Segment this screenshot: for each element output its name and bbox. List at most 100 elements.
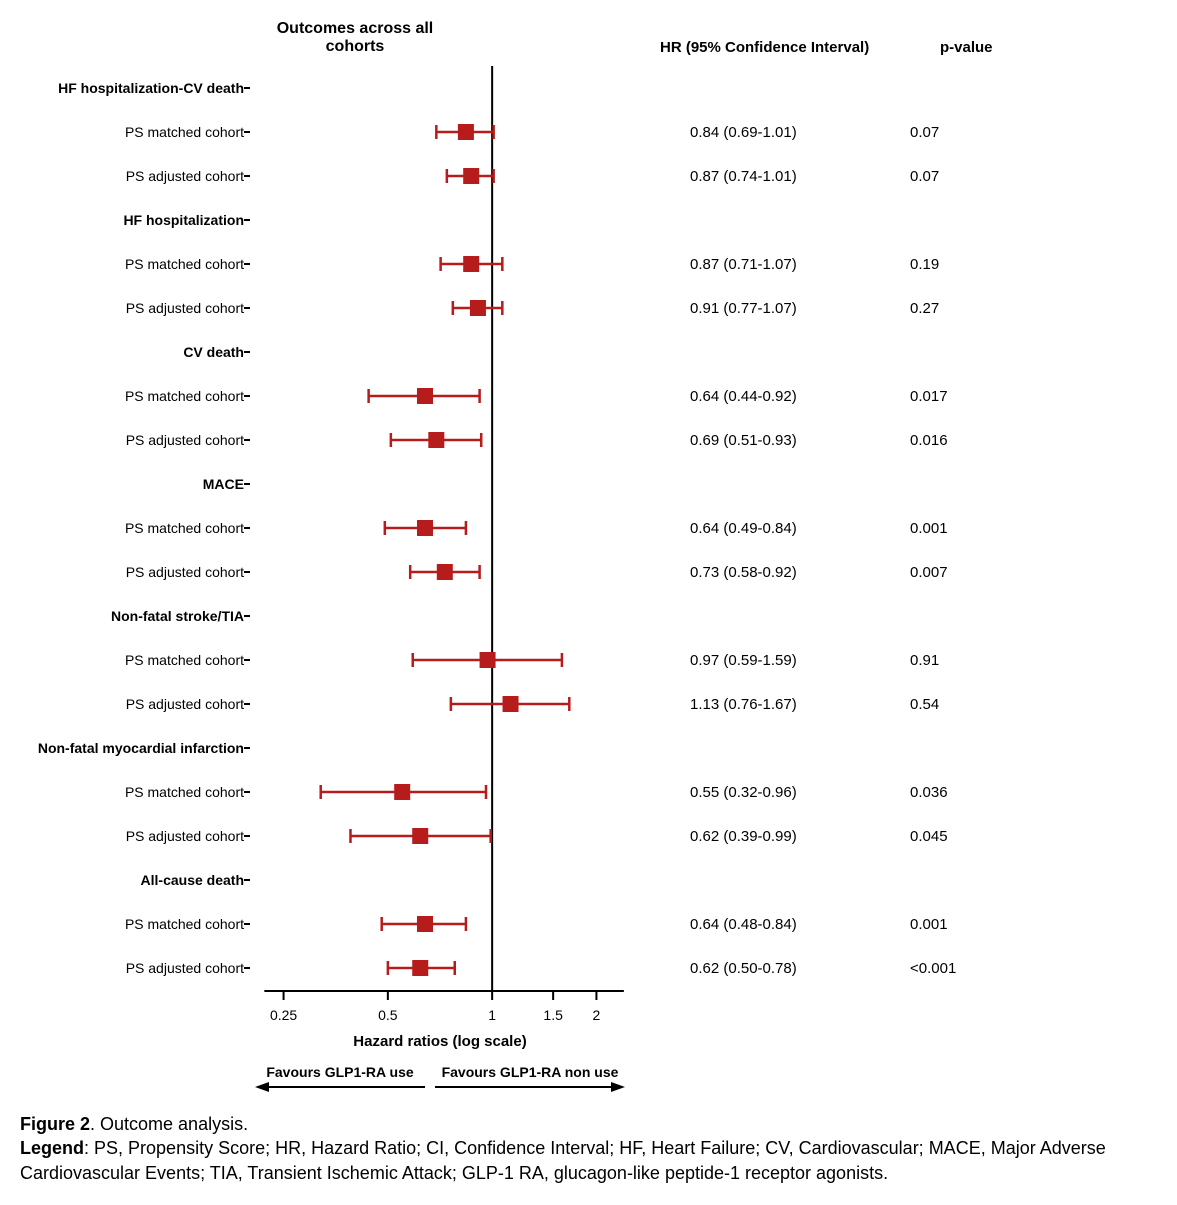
forest-marker <box>250 418 630 462</box>
p-value: 0.045 <box>910 828 1010 845</box>
x-axis-title: Hazard ratios (log scale) <box>250 1033 630 1050</box>
favours-legend: Favours GLP1-RA use Favours GLP1-RA non … <box>250 1064 630 1094</box>
forest-marker <box>250 506 630 550</box>
forest-cell <box>250 242 630 286</box>
arrow-left-icon <box>255 1080 425 1094</box>
p-value: 0.016 <box>910 432 1010 449</box>
p-value: 0.001 <box>910 916 1010 933</box>
hr-ci-value: 0.62 (0.39-0.99) <box>630 828 910 845</box>
forest-cell <box>250 506 630 550</box>
forest-marker <box>250 286 630 330</box>
row-label: PS adjusted cohort <box>20 564 250 580</box>
row-label: PS matched cohort <box>20 256 250 272</box>
hr-ci-value: 0.87 (0.71-1.07) <box>630 256 910 273</box>
hr-ci-value: 0.64 (0.49-0.84) <box>630 520 910 537</box>
legend-label: Legend <box>20 1138 84 1158</box>
forest-marker <box>250 682 630 726</box>
hr-ci-value: 0.62 (0.50-0.78) <box>630 960 910 977</box>
p-value: 0.001 <box>910 520 1010 537</box>
hr-ci-value: 0.69 (0.51-0.93) <box>630 432 910 449</box>
outcome-group-row: All-cause death <box>20 858 1157 902</box>
x-tick-label: 2 <box>593 1007 601 1023</box>
forest-cell <box>250 946 630 990</box>
x-tick-label: 0.25 <box>270 1007 297 1023</box>
forest-marker <box>250 242 630 286</box>
forest-cell <box>250 550 630 594</box>
outcome-group-row: MACE <box>20 462 1157 506</box>
forest-data-row: PS adjusted cohort0.62 (0.39-0.99)0.045 <box>20 814 1157 858</box>
forest-marker <box>250 374 630 418</box>
chart-title: Outcomes across all cohorts <box>20 20 460 56</box>
forest-cell <box>250 770 630 814</box>
p-value: 0.036 <box>910 784 1010 801</box>
forest-cell <box>250 594 630 638</box>
hr-ci-value: 0.64 (0.48-0.84) <box>630 916 910 933</box>
hr-ci-value: 1.13 (0.76-1.67) <box>630 696 910 713</box>
hr-ci-value: 0.84 (0.69-1.01) <box>630 124 910 141</box>
p-value: 0.54 <box>910 696 1010 713</box>
x-tick-label: 1.5 <box>543 1007 562 1023</box>
x-tick-label: 0.5 <box>378 1007 397 1023</box>
row-label: Non-fatal stroke/TIA <box>20 608 250 624</box>
row-label: PS adjusted cohort <box>20 960 250 976</box>
x-tick-label: 1 <box>488 1007 496 1023</box>
forest-cell <box>250 330 630 374</box>
forest-marker <box>250 770 630 814</box>
row-label: PS matched cohort <box>20 652 250 668</box>
row-label: PS matched cohort <box>20 916 250 932</box>
forest-cell <box>250 638 630 682</box>
row-label: PS matched cohort <box>20 784 250 800</box>
row-label: PS matched cohort <box>20 520 250 536</box>
forest-cell <box>250 462 630 506</box>
p-value: 0.19 <box>910 256 1010 273</box>
forest-data-row: PS adjusted cohort0.87 (0.74-1.01)0.07 <box>20 154 1157 198</box>
forest-data-row: PS matched cohort0.97 (0.59-1.59)0.91 <box>20 638 1157 682</box>
forest-plot-figure: Outcomes across all cohorts HR (95% Conf… <box>20 20 1157 1185</box>
hr-ci-value: 0.64 (0.44-0.92) <box>630 388 910 405</box>
forest-data-row: PS adjusted cohort0.73 (0.58-0.92)0.007 <box>20 550 1157 594</box>
legend-text: : PS, Propensity Score; HR, Hazard Ratio… <box>20 1138 1106 1182</box>
row-label: MACE <box>20 476 250 492</box>
row-label: All-cause death <box>20 872 250 888</box>
row-label: HF hospitalization-CV death <box>20 80 250 96</box>
outcome-group-row: HF hospitalization-CV death <box>20 66 1157 110</box>
forest-cell <box>250 858 630 902</box>
hr-ci-value: 0.55 (0.32-0.96) <box>630 784 910 801</box>
p-value: 0.07 <box>910 168 1010 185</box>
x-axis-line <box>250 990 630 1004</box>
row-label: PS adjusted cohort <box>20 432 250 448</box>
forest-cell <box>250 154 630 198</box>
row-label: CV death <box>20 344 250 360</box>
p-value: 0.07 <box>910 124 1010 141</box>
outcome-group-row: CV death <box>20 330 1157 374</box>
p-column-header: p-value <box>940 39 1040 56</box>
forest-data-row: PS adjusted cohort 0.69 (0.51-0.93)0.016 <box>20 418 1157 462</box>
forest-data-row: PS matched cohort 0.55 (0.32-0.96)0.036 <box>20 770 1157 814</box>
row-label: PS adjusted cohort <box>20 696 250 712</box>
outcome-group-row: Non-fatal stroke/TIA <box>20 594 1157 638</box>
forest-cell <box>250 198 630 242</box>
forest-data-row: PS matched cohort0.64 (0.44-0.92)0.017 <box>20 374 1157 418</box>
figure-label: Figure 2 <box>20 1114 90 1134</box>
figure-title-text: . Outcome analysis. <box>90 1114 248 1134</box>
row-label: PS adjusted cohort <box>20 300 250 316</box>
row-label: PS matched cohort <box>20 124 250 140</box>
forest-data-row: PS matched cohort 0.87 (0.71-1.07)0.19 <box>20 242 1157 286</box>
forest-cell <box>250 418 630 462</box>
row-label: PS adjusted cohort <box>20 168 250 184</box>
forest-marker <box>250 110 630 154</box>
outcome-group-row: HF hospitalization <box>20 198 1157 242</box>
p-value: 0.007 <box>910 564 1010 581</box>
forest-marker <box>250 550 630 594</box>
forest-cell <box>250 374 630 418</box>
figure-caption: Figure 2. Outcome analysis. Legend: PS, … <box>20 1112 1157 1185</box>
hr-ci-value: 0.97 (0.59-1.59) <box>630 652 910 669</box>
column-headers: Outcomes across all cohorts HR (95% Conf… <box>20 20 1157 56</box>
forest-marker <box>250 814 630 858</box>
forest-data-row: PS matched cohort 0.64 (0.49-0.84)0.001 <box>20 506 1157 550</box>
arrow-right-icon <box>435 1080 625 1094</box>
forest-cell <box>250 902 630 946</box>
forest-cell <box>250 682 630 726</box>
outcome-group-row: Non-fatal myocardial infarction <box>20 726 1157 770</box>
row-label: Non-fatal myocardial infarction <box>20 740 250 756</box>
